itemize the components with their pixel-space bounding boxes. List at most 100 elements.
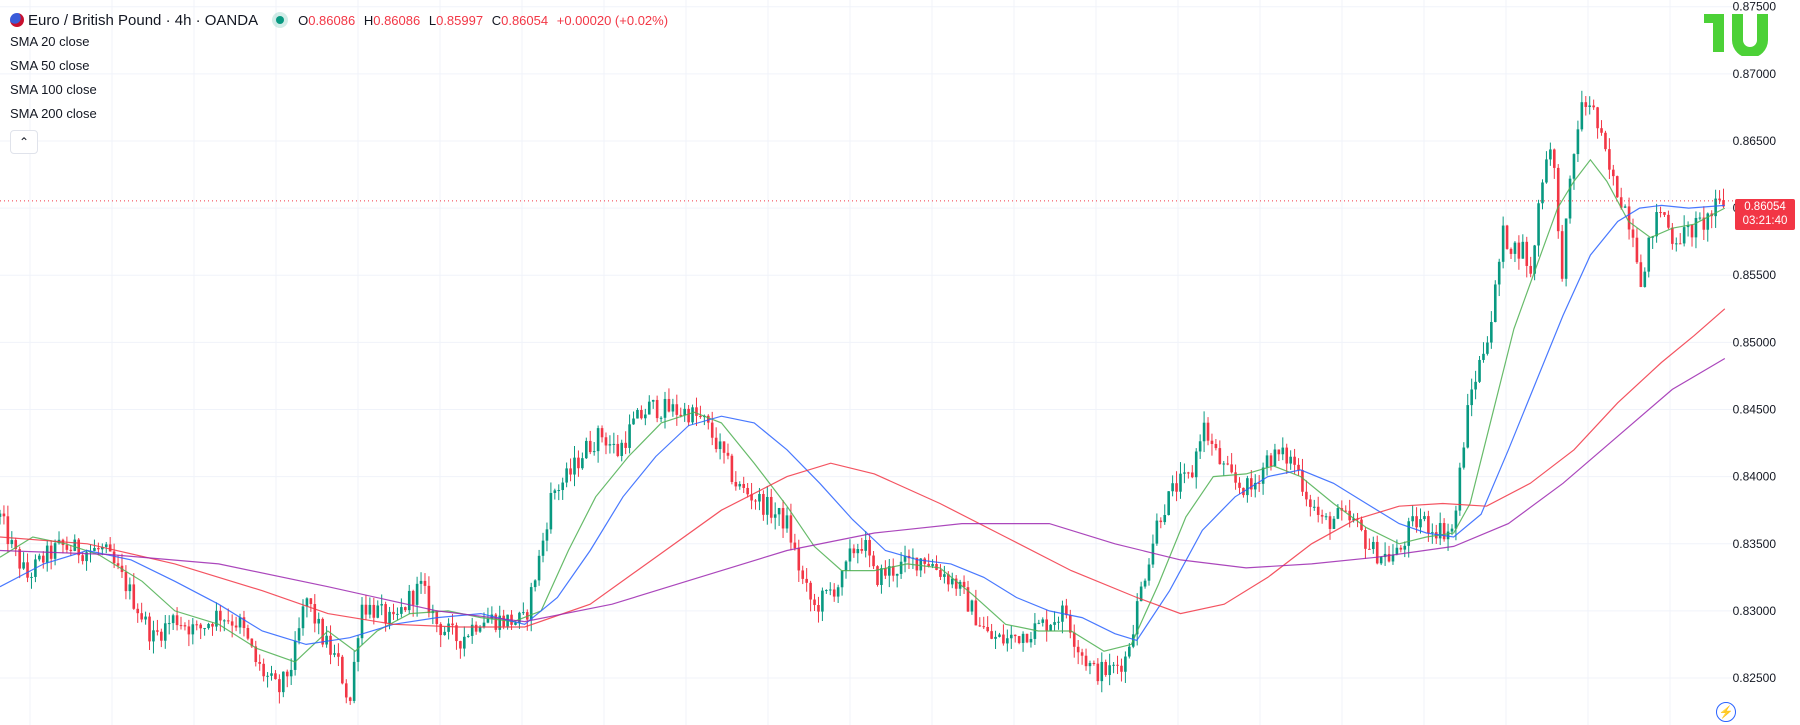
candle-body: [289, 669, 293, 677]
candle-body: [1116, 664, 1119, 666]
candle-body: [1352, 518, 1355, 521]
candle-body: [1293, 456, 1296, 465]
candle-body: [974, 600, 978, 626]
candle-body: [1545, 159, 1548, 183]
candle-body: [718, 441, 722, 450]
candle-body: [1187, 472, 1190, 474]
sma200-line: [0, 357, 1726, 623]
candle-body: [868, 540, 871, 556]
sma100-line: [0, 308, 1726, 628]
collapse-indicators-button[interactable]: ⌃: [10, 130, 38, 154]
candle-body: [1505, 225, 1509, 249]
candle-body: [1667, 214, 1670, 228]
candle-body: [1446, 531, 1450, 540]
candle-body: [486, 618, 490, 623]
candle-body: [706, 415, 710, 423]
candle-body: [270, 673, 273, 676]
candle-body: [947, 574, 950, 585]
candle-body: [986, 626, 989, 632]
candle-body: [1615, 176, 1619, 198]
low-label: L: [428, 12, 437, 28]
candle-body: [403, 607, 407, 611]
candle-body: [742, 484, 746, 488]
candle-body: [447, 623, 450, 632]
candle-body: [518, 612, 521, 623]
candle-body: [773, 514, 777, 518]
candle-body: [1371, 541, 1375, 550]
candle-body: [1025, 633, 1029, 643]
candle-body: [1238, 482, 1241, 488]
candle-body: [577, 457, 580, 469]
candle-body: [966, 587, 970, 612]
candle-body: [1183, 472, 1186, 474]
candle-body: [1537, 203, 1540, 246]
symbol-title[interactable]: Euro / British Pound · 4h · OANDA: [28, 11, 259, 29]
candle-body: [69, 549, 73, 551]
candle-body: [498, 615, 502, 630]
candle-body: [1391, 554, 1395, 562]
candle-body: [1560, 231, 1564, 279]
candle-body: [1100, 661, 1104, 682]
candle-body: [1458, 467, 1462, 511]
candle-body: [1438, 523, 1442, 539]
candle-body: [341, 656, 344, 684]
indicator-sma-20[interactable]: SMA 20 close: [10, 34, 90, 49]
y-tick-label: 0.87000: [1733, 67, 1777, 81]
candle-body: [573, 457, 576, 475]
candle-body: [1619, 197, 1623, 208]
candle-body: [1128, 646, 1131, 657]
candle-body: [1273, 449, 1277, 467]
candle-body: [1194, 451, 1198, 478]
candle-body: [325, 635, 328, 645]
candle-body: [1612, 169, 1615, 177]
candles: [0, 90, 1725, 705]
eur-gbp-flag-icon: [10, 13, 24, 27]
y-tick-label: 0.83500: [1733, 537, 1777, 551]
candle-body: [565, 468, 568, 483]
candle-body: [411, 590, 415, 605]
candle-body: [1576, 129, 1580, 155]
candle-body: [380, 604, 383, 606]
candle-body: [195, 624, 199, 626]
candle-body: [1525, 241, 1529, 266]
candle-body: [65, 545, 69, 550]
candle-body: [569, 468, 572, 475]
candle-body: [1509, 248, 1513, 254]
y-tick-label: 0.83000: [1733, 604, 1777, 618]
candle-body: [541, 540, 545, 556]
candle-body: [337, 653, 340, 657]
grid: [0, 0, 1735, 725]
candle-body: [1541, 182, 1544, 204]
ohlc-values: O0.86086 H0.86086 L0.85997 C0.86054 +0.0…: [298, 13, 668, 28]
candle-body: [1305, 491, 1308, 500]
candle-body: [1379, 557, 1383, 564]
indicator-sma-50[interactable]: SMA 50 close: [10, 58, 90, 73]
candle-body: [683, 408, 686, 416]
candle-body: [1419, 519, 1422, 528]
indicator-sma-100[interactable]: SMA 100 close: [10, 82, 97, 97]
candle-body: [533, 580, 537, 588]
candle-body: [344, 683, 348, 698]
candle-body: [317, 618, 321, 624]
candle-body: [1072, 632, 1076, 647]
indicator-sma-200[interactable]: SMA 200 close: [10, 106, 97, 121]
lightning-icon[interactable]: ⚡: [1716, 702, 1736, 722]
candle-body: [636, 410, 639, 419]
candle-body: [1147, 564, 1151, 581]
candle-body: [1478, 359, 1481, 382]
candle-body: [1163, 514, 1167, 523]
candle-body: [1431, 532, 1434, 534]
candle-body: [1600, 128, 1603, 133]
candle-body: [1037, 622, 1041, 624]
candle-body: [1556, 167, 1560, 232]
candle-body: [746, 487, 749, 495]
candle-body: [1368, 548, 1371, 550]
candle-body: [1486, 342, 1489, 354]
price-axis[interactable]: 0.82500 0.83000 0.83500 0.84000 0.84500 0.850…: [1733, 0, 1777, 685]
candle-body: [415, 583, 419, 605]
candle-body: [45, 545, 49, 563]
candle-body: [915, 557, 919, 571]
last-price-value: 0.86054: [1744, 201, 1786, 213]
